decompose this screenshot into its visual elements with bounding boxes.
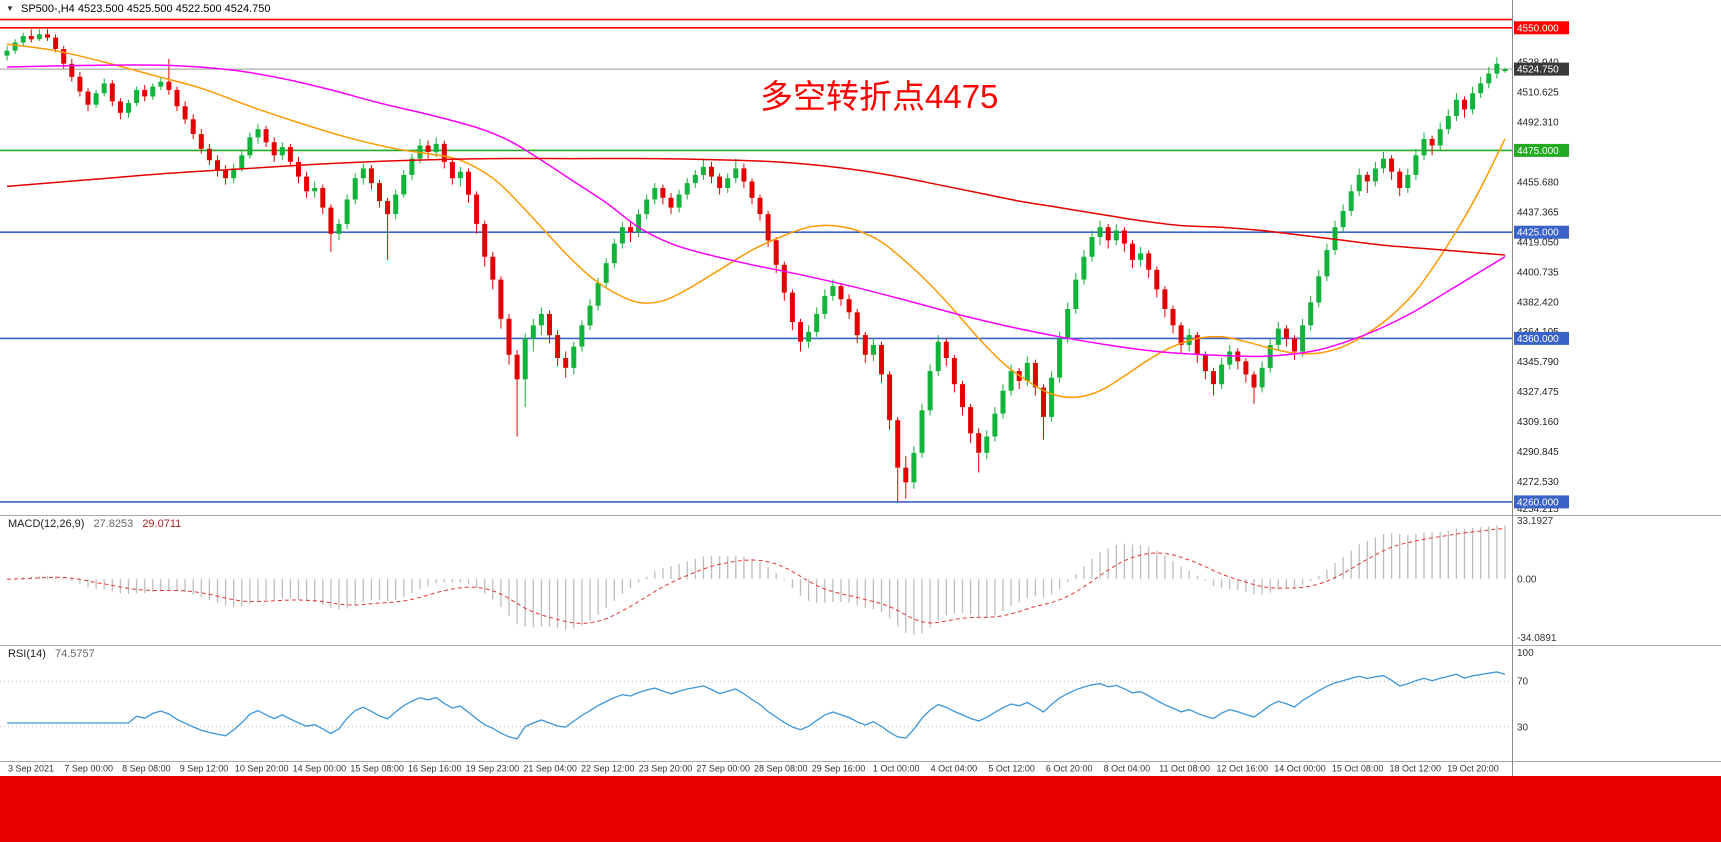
candles-layer bbox=[4, 29, 1508, 502]
svg-text:-34.0891: -34.0891 bbox=[1517, 633, 1557, 644]
svg-text:18 Oct 12:00: 18 Oct 12:00 bbox=[1390, 764, 1442, 774]
svg-text:4272.530: 4272.530 bbox=[1517, 477, 1559, 488]
svg-text:14 Sep 00:00: 14 Sep 00:00 bbox=[293, 764, 347, 774]
svg-text:8 Sep 08:00: 8 Sep 08:00 bbox=[122, 764, 171, 774]
svg-text:4425.000: 4425.000 bbox=[1517, 228, 1559, 239]
svg-text:4 Oct 04:00: 4 Oct 04:00 bbox=[931, 764, 978, 774]
macd-main-value: 27.8253 bbox=[93, 518, 134, 530]
main-panel bbox=[0, 18, 1512, 503]
macd-signal-line bbox=[6, 528, 1506, 625]
svg-text:8 Oct 04:00: 8 Oct 04:00 bbox=[1104, 764, 1151, 774]
svg-text:4492.310: 4492.310 bbox=[1517, 118, 1559, 129]
symbol-dropdown-icon[interactable]: ▼ bbox=[6, 4, 14, 13]
svg-text:12 Oct 16:00: 12 Oct 16:00 bbox=[1217, 764, 1269, 774]
svg-text:30: 30 bbox=[1517, 722, 1529, 733]
annotation-text: 多空转折点4475 bbox=[760, 78, 999, 115]
svg-text:6 Oct 20:00: 6 Oct 20:00 bbox=[1046, 764, 1093, 774]
svg-text:5 Oct 12:00: 5 Oct 12:00 bbox=[988, 764, 1035, 774]
svg-text:23 Sep 20:00: 23 Sep 20:00 bbox=[639, 764, 693, 774]
svg-text:4550.000: 4550.000 bbox=[1517, 23, 1559, 34]
svg-text:1 Oct 00:00: 1 Oct 00:00 bbox=[873, 764, 920, 774]
svg-text:4455.680: 4455.680 bbox=[1517, 178, 1559, 189]
price-axis: 4528.9404510.6254492.3104455.6804437.365… bbox=[1514, 21, 1569, 515]
svg-text:0.00: 0.00 bbox=[1517, 575, 1537, 586]
svg-text:4345.790: 4345.790 bbox=[1517, 357, 1559, 368]
svg-text:4260.000: 4260.000 bbox=[1517, 497, 1559, 508]
current-price-badge bbox=[1514, 62, 1569, 76]
rsi-indicator-label: RSI(14) 74.5757 bbox=[8, 648, 95, 660]
svg-text:4437.365: 4437.365 bbox=[1517, 207, 1559, 218]
svg-text:4475.000: 4475.000 bbox=[1517, 146, 1559, 157]
svg-text:4254.215: 4254.215 bbox=[1517, 504, 1559, 515]
chart-symbol-header: ▼ SP500-,H4 4523.500 4525.500 4522.500 4… bbox=[6, 3, 271, 15]
svg-text:19 Sep 23:00: 19 Sep 23:00 bbox=[466, 764, 520, 774]
svg-text:4400.735: 4400.735 bbox=[1517, 267, 1559, 278]
svg-text:28 Sep 08:00: 28 Sep 08:00 bbox=[754, 764, 808, 774]
svg-text:4510.625: 4510.625 bbox=[1517, 88, 1559, 99]
svg-text:33.1927: 33.1927 bbox=[1517, 516, 1554, 527]
macd-axis: 33.1927 0.00 -34.0891 bbox=[1517, 516, 1557, 644]
hlines-layer bbox=[0, 18, 1512, 503]
rsi-axis: 100 70 30 bbox=[1517, 648, 1534, 733]
macd-panel bbox=[6, 525, 1506, 636]
svg-text:70: 70 bbox=[1517, 677, 1529, 688]
svg-text:4360.000: 4360.000 bbox=[1517, 334, 1559, 345]
ma-layer bbox=[6, 43, 1506, 399]
svg-text:15 Sep 08:00: 15 Sep 08:00 bbox=[350, 764, 404, 774]
svg-text:3 Sep 2021: 3 Sep 2021 bbox=[8, 764, 54, 774]
svg-text:4327.475: 4327.475 bbox=[1517, 387, 1559, 398]
macd-signal-value: 29.0711 bbox=[142, 518, 182, 530]
svg-text:4382.420: 4382.420 bbox=[1517, 297, 1559, 308]
svg-text:27 Sep 00:00: 27 Sep 00:00 bbox=[696, 764, 750, 774]
svg-text:14 Oct 00:00: 14 Oct 00:00 bbox=[1274, 764, 1326, 774]
macd-indicator-label: MACD(12,26,9) 27.8253 29.0711 bbox=[8, 518, 181, 530]
svg-text:4419.050: 4419.050 bbox=[1517, 237, 1559, 248]
svg-text:100: 100 bbox=[1517, 648, 1534, 659]
svg-text:16 Sep 16:00: 16 Sep 16:00 bbox=[408, 764, 462, 774]
bottom-red-bar bbox=[0, 776, 1721, 842]
macd-histogram bbox=[14, 525, 1506, 636]
svg-text:19 Oct 20:00: 19 Oct 20:00 bbox=[1447, 764, 1499, 774]
svg-text:4290.845: 4290.845 bbox=[1517, 447, 1559, 458]
panel-separators bbox=[0, 0, 1721, 776]
svg-text:7 Sep 00:00: 7 Sep 00:00 bbox=[64, 764, 113, 774]
svg-text:4309.160: 4309.160 bbox=[1517, 417, 1559, 428]
rsi-name: RSI(14) bbox=[8, 648, 46, 660]
rsi-line bbox=[7, 671, 1506, 740]
rsi-value: 74.5757 bbox=[54, 648, 95, 660]
macd-name: MACD(12,26,9) bbox=[8, 518, 85, 530]
svg-text:9 Sep 12:00: 9 Sep 12:00 bbox=[180, 764, 229, 774]
svg-text:11 Oct 08:00: 11 Oct 08:00 bbox=[1159, 764, 1210, 774]
candlestick-chart[interactable]: 4528.9404510.6254492.3104455.6804437.365… bbox=[0, 0, 1721, 776]
svg-text:4524.750: 4524.750 bbox=[1517, 65, 1559, 76]
symbol-ohlc-text: SP500-,H4 4523.500 4525.500 4522.500 452… bbox=[20, 3, 271, 15]
svg-text:10 Sep 20:00: 10 Sep 20:00 bbox=[235, 764, 289, 774]
rsi-panel bbox=[0, 671, 1512, 740]
svg-text:22 Sep 12:00: 22 Sep 12:00 bbox=[581, 764, 635, 774]
time-axis: 3 Sep 2021 7 Sep 00:00 8 Sep 08:00 9 Sep 12… bbox=[8, 764, 1499, 774]
svg-text:21 Sep 04:00: 21 Sep 04:00 bbox=[523, 764, 577, 774]
svg-text:15 Oct 08:00: 15 Oct 08:00 bbox=[1332, 764, 1384, 774]
svg-text:29 Sep 16:00: 29 Sep 16:00 bbox=[812, 764, 866, 774]
